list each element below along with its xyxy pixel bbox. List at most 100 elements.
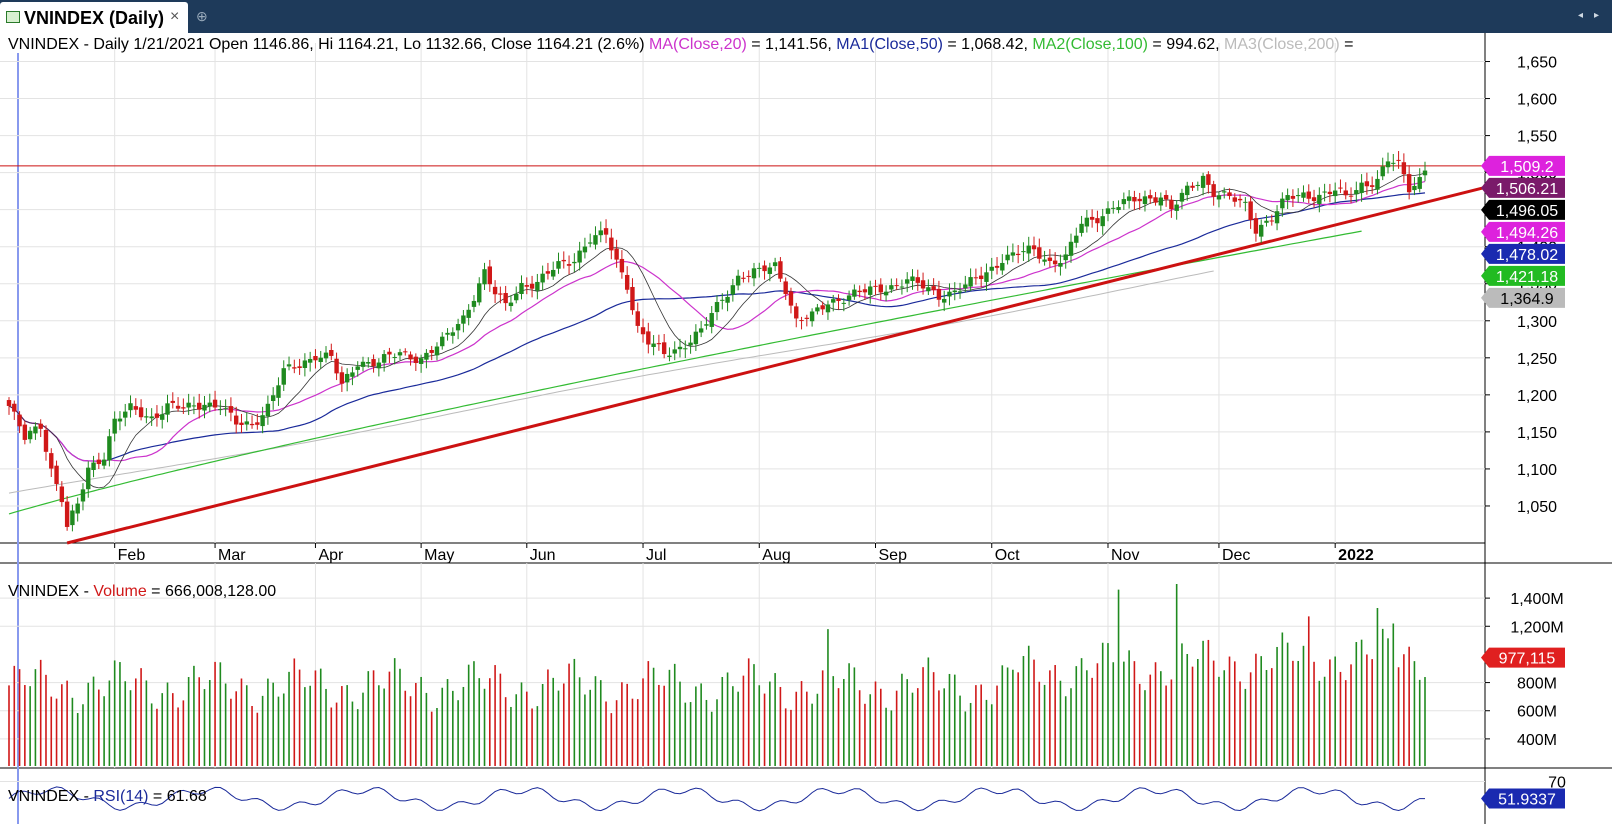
candle-body <box>788 291 794 306</box>
candle-body <box>487 266 493 285</box>
candle-body <box>112 418 117 434</box>
candle-body <box>1026 245 1031 254</box>
candle-body <box>757 267 762 269</box>
candle-body <box>587 242 593 244</box>
candle-body <box>1422 170 1428 176</box>
candle-body <box>1037 247 1042 259</box>
ma100-line <box>8 230 1362 515</box>
candle-body <box>1306 191 1311 199</box>
candle-body <box>915 277 920 283</box>
candle-body <box>529 283 535 289</box>
candle-body <box>804 317 810 319</box>
candle-body <box>1348 195 1354 197</box>
candle-body <box>1232 197 1237 202</box>
candle-body <box>350 372 355 377</box>
rsi-badge <box>1481 788 1565 809</box>
candle-body <box>197 402 202 410</box>
chart-area[interactable]: 1,6501,6001,5501,5001,4501,4001,3501,300… <box>0 33 1612 824</box>
candle-body <box>978 275 984 280</box>
candle-body <box>244 421 249 425</box>
candle-body <box>698 328 704 333</box>
candle-body <box>1169 199 1174 210</box>
candle-body <box>741 277 746 279</box>
candle-body <box>656 343 662 345</box>
candle-body <box>947 291 952 297</box>
candle-body <box>43 429 49 452</box>
date-tick-label: Jun <box>530 547 556 564</box>
candle-body <box>646 331 651 345</box>
candle-body <box>989 266 994 271</box>
candle-body <box>1375 178 1380 190</box>
candle-body <box>772 262 778 267</box>
date-tick-label: Jul <box>646 547 666 564</box>
ma20-line <box>8 181 1426 462</box>
candle-body <box>276 385 281 398</box>
candle-body <box>873 285 878 287</box>
candle-body <box>1153 197 1158 203</box>
candle-body <box>477 283 482 303</box>
candle-body <box>514 293 519 301</box>
close-tab-icon[interactable]: × <box>170 8 180 25</box>
candle-body <box>1237 198 1243 201</box>
candle-body <box>1116 207 1121 211</box>
candle-body <box>144 416 149 418</box>
price-tick-label: 1,650 <box>1517 55 1557 72</box>
candle-body <box>339 372 345 384</box>
candle-body <box>355 366 360 370</box>
add-tab-icon[interactable]: ⊕ <box>196 8 208 24</box>
candle-body <box>751 268 757 279</box>
candle-body <box>1290 195 1296 199</box>
volume-tick-label: 1,400M <box>1510 591 1563 608</box>
candle-body <box>1200 175 1206 188</box>
candle-body <box>86 467 91 490</box>
candle-body <box>783 281 788 295</box>
candle-body <box>1259 224 1264 237</box>
volume-header: VNINDEX - Volume = 666,008,128.00 <box>8 583 276 601</box>
candle-body <box>149 416 154 419</box>
candle-body <box>1089 216 1095 220</box>
candle-body <box>862 289 868 293</box>
candle-body <box>519 282 524 294</box>
candle-body <box>920 280 926 289</box>
candle-body <box>540 273 545 283</box>
price-volume-rsi-chart[interactable]: 1,6501,6001,5501,5001,4501,4001,3501,300… <box>0 33 1612 824</box>
candle-body <box>1000 262 1005 271</box>
candle-body <box>33 426 38 434</box>
candle-body <box>123 411 128 418</box>
price-badge-label: 1,421.18 <box>1496 269 1558 286</box>
candle-body <box>704 324 709 326</box>
candle-body <box>973 277 979 279</box>
candle-body <box>181 407 186 409</box>
candle-body <box>413 356 419 364</box>
candle-body <box>1322 191 1327 193</box>
candle-body <box>677 346 683 350</box>
candle-body <box>1311 197 1317 202</box>
candle-body <box>603 228 609 235</box>
ma200-value: = <box>1344 36 1354 53</box>
scroll-left-icon[interactable]: ◂ <box>1578 10 1584 21</box>
candle-body <box>138 407 144 418</box>
candle-body <box>883 291 889 296</box>
chart-tab[interactable]: VNINDEX (Daily) × <box>0 2 188 33</box>
candle-body <box>688 342 693 346</box>
candle-body <box>593 235 598 245</box>
candle-body <box>905 279 910 284</box>
candle-body <box>344 373 350 383</box>
price-badge-label: 1,506.21 <box>1496 181 1558 198</box>
candle-body <box>551 269 556 277</box>
candle-body <box>735 275 741 286</box>
candle-body <box>1369 185 1375 187</box>
candle-body <box>1148 195 1153 199</box>
scroll-right-icon[interactable]: ▸ <box>1594 10 1600 21</box>
candle-body <box>1195 184 1201 186</box>
candle-body <box>498 293 503 295</box>
candle-body <box>1074 235 1079 243</box>
candle-body <box>1295 195 1301 197</box>
date-tick-label: Aug <box>762 547 790 564</box>
candle-body <box>165 403 170 415</box>
candle-body <box>22 424 28 440</box>
candle-body <box>577 250 582 263</box>
price-tick-label: 1,200 <box>1517 388 1557 405</box>
date-tick-label: Sep <box>879 547 908 564</box>
candle-body <box>1274 211 1280 224</box>
